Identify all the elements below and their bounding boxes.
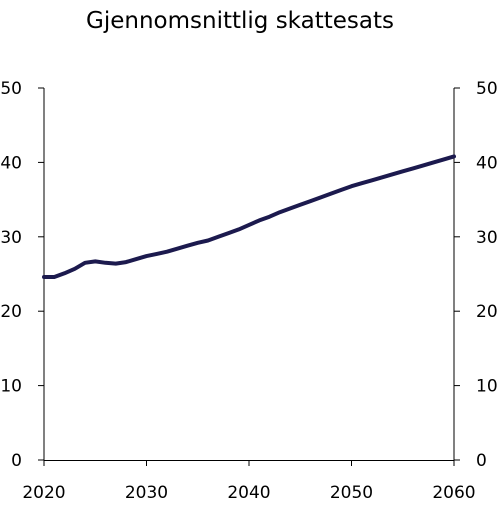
y-tick-label-left: 50 xyxy=(0,79,22,99)
y-tick-label-right: 10 xyxy=(476,377,498,397)
y-tick-label-left: 0 xyxy=(11,451,22,471)
y-tick-label-right: 0 xyxy=(476,451,487,471)
y-tick-label-right: 30 xyxy=(476,228,498,248)
x-tick-label: 2060 xyxy=(432,483,475,503)
series-layer xyxy=(42,154,456,279)
y-tick-label-right: 20 xyxy=(476,302,498,322)
y-tick-label-left: 40 xyxy=(0,153,22,173)
y-tick-label-right: 50 xyxy=(476,79,498,99)
x-tick-label: 2030 xyxy=(125,483,168,503)
x-tick-label: 2020 xyxy=(22,483,65,503)
x-tick-label: 2050 xyxy=(330,483,373,503)
x-tick-label: 2040 xyxy=(227,483,270,503)
y-tick-label-right: 40 xyxy=(476,153,498,173)
series-line xyxy=(42,154,456,279)
chart-title: Gjennomsnittlig skattesats xyxy=(86,8,394,34)
y-tick-label-left: 10 xyxy=(0,377,22,397)
y-tick-label-left: 20 xyxy=(0,302,22,322)
y-tick-label-left: 30 xyxy=(0,228,22,248)
